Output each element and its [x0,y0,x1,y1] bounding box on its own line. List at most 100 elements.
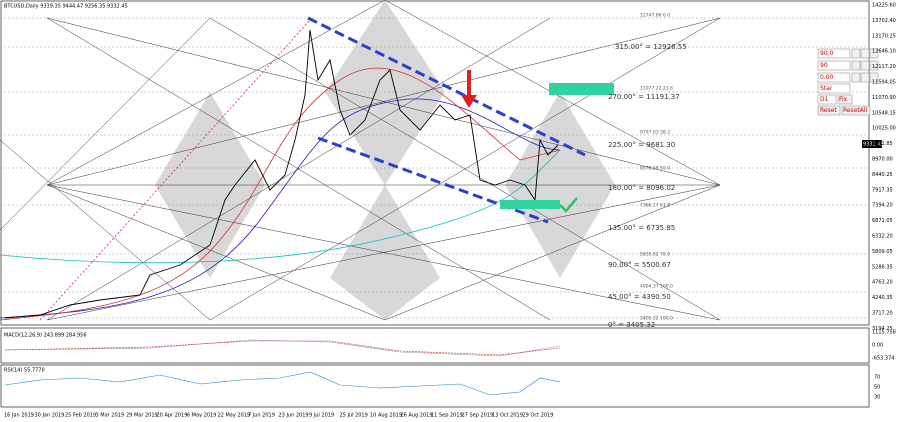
date-label: 22 May 2019 [218,413,251,419]
input-box[interactable] [817,72,851,83]
fib-label: 11077.22 23.6 [640,86,673,92]
price-label: 11070.90 [872,95,896,101]
chart-frame [0,0,870,408]
reset-all: ResetAll [843,107,868,114]
price-tag [862,140,882,148]
rsi-axis: 70 [874,375,880,381]
price-label: 12117.20 [872,64,896,70]
price-label: 4240.35 [872,295,893,301]
rsi-line [4,371,561,396]
date-label: 30 Jan 2019 [35,413,65,419]
price-label: 10025.00 [872,126,896,132]
fib-label: 4004.37 100.0 [640,284,673,290]
date-label: 9 Jul 2019 [309,413,334,419]
button[interactable] [869,72,879,83]
input-value: 90.0 [820,50,834,57]
reset-btn[interactable] [817,105,841,116]
fib-label: 5835.62 78.6 [640,252,670,258]
support-zone [500,200,560,209]
arrow [461,70,477,108]
fix-box[interactable] [837,94,853,105]
price-label: 12646.10 [872,49,896,55]
macd-axis: -653.374 [872,356,894,362]
input-box[interactable] [817,60,851,71]
gann-level: 90.00° = 5500.67 [608,261,671,269]
price-label: 14225.60 [872,3,896,9]
gann-level: 225.00° = 9681.30 [608,141,675,149]
macd-signal [4,340,561,356]
date-label: 26 Aug 2019 [401,413,433,419]
price-label: 4763.20 [872,280,893,286]
date-label: 3 Mar 2019 [96,413,125,419]
price-label: 3717.20 [872,311,893,317]
reset: Reset [820,107,837,114]
gann-level: 180.00° = 8096.02 [608,184,675,192]
button[interactable] [860,48,870,59]
button[interactable] [851,72,861,83]
price-label: 13702.40 [872,18,896,24]
date-label: 11 Sep 2019 [431,413,463,419]
input-box[interactable] [817,48,851,59]
fib-label: 7366.17 61.8 [640,203,670,209]
button[interactable] [860,60,870,71]
current-price: 9332.45 [863,142,884,148]
price-label: 7917.35 [872,187,893,193]
gann-level: 0° = 3405.32 [608,321,655,329]
price-label: 8970.00 [872,157,893,163]
date-label: 13 Oct 2019 [492,413,523,419]
input-value: 90 [820,62,828,69]
gann-level: 270.00° = 11191.37 [608,93,680,101]
button[interactable] [860,72,870,83]
reset-all-btn[interactable] [841,105,871,116]
rsi-label: RSI(14) 55.7770 [4,368,45,374]
price [4,29,559,319]
button[interactable] [851,60,861,71]
fix: Fix [839,96,848,103]
gann-level: 135.00° = 6735.85 [608,224,675,232]
button[interactable] [851,48,861,59]
price-label: 5286.35 [872,264,893,270]
date-label: 6 May 2019 [187,413,216,419]
target-zone [549,83,614,95]
title: BTCUSD,Daily 9339.35 9444.47 9256.35 933… [4,4,128,10]
date-label: 20 Apr 2019 [157,413,188,419]
check [559,197,578,213]
level-lines [0,17,870,319]
timeframe: D1 [820,96,829,103]
macd-label: MACD(12,26,9) 243.899 284.956 [4,333,87,339]
mode-box[interactable] [817,83,851,94]
price-label: 6332.20 [872,234,893,240]
date-label: 25 Jul 2019 [340,413,368,419]
macd-hist [4,339,561,357]
date-label: 16 Jan 2019 [4,413,34,419]
rsi-axis: 50 [874,385,880,391]
price-label: 6871.05 [872,218,893,224]
fib-label: 9797.03 38.2 [640,130,670,136]
gann-lines [0,0,721,321]
gann-level: 45.00° = 4390.50 [608,293,671,301]
tf-box[interactable] [817,94,837,105]
date-label: 27 Sep 2019 [462,413,494,419]
price-label: 7394.20 [872,203,893,209]
date-label: 7 Jun 2019 [248,413,275,419]
rsi-axis: 30 [874,395,880,401]
date-label: 29 Mar 2019 [126,413,158,419]
gann-level: 315.00° = 12926.55 [615,43,687,51]
price-label: 13170.25 [872,33,896,39]
macd-axis: 0.00 [872,343,883,349]
date-label: 25 Feb 2019 [65,413,96,419]
mode: Star [820,85,833,92]
fib-label: 8578.59 50.0 [640,166,670,172]
input-value: 0.00 [820,74,834,81]
fib-label: 3405.32 100.0 [640,316,673,322]
fib-label: 12747.86 0.0 [640,13,670,19]
price-label: 9501.85 [872,141,893,147]
button[interactable] [869,60,879,71]
price-label: 3194.25 [872,326,893,332]
macd-axis: 1115.758 [872,330,896,336]
date-label: 29 Oct 2019 [523,413,554,419]
button[interactable] [869,48,879,59]
